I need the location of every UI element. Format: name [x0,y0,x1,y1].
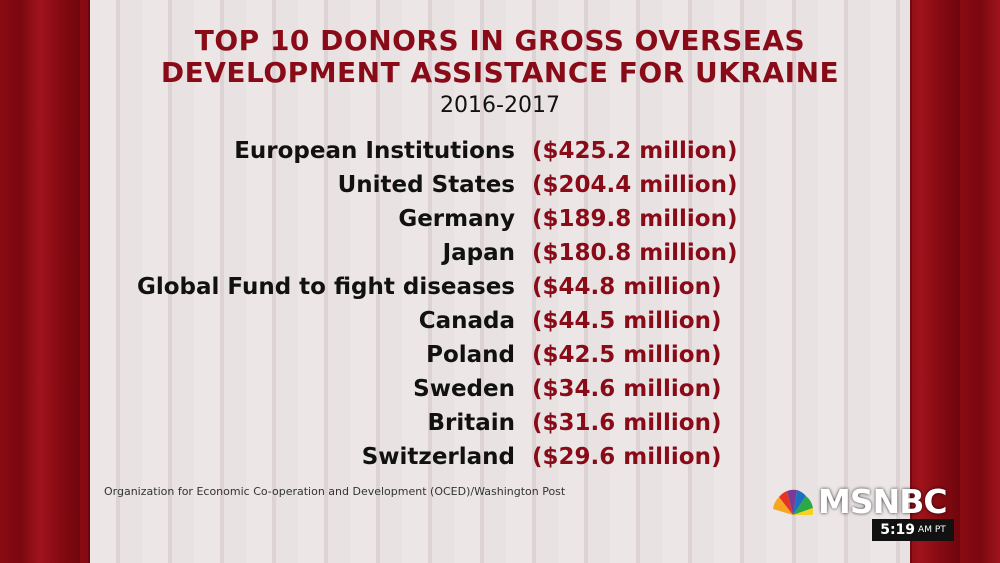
donor-amount: ($44.5 million) [532,308,722,334]
donor-amount: ($425.2 million) [532,138,738,164]
donor-row: Germany ($189.8 million) [90,204,910,238]
title-line-2: DEVELOPMENT ASSISTANCE FOR UKRAINE [160,56,840,89]
donor-name: Switzerland [361,444,515,470]
title-line-1: TOP 10 DONORS IN GROSS OVERSEAS [194,24,806,57]
donor-name: Sweden [413,376,515,402]
donor-row: Japan ($180.8 million) [90,238,910,272]
donor-name: Poland [426,342,515,368]
donor-row: Switzerland ($29.6 million) [90,442,910,476]
donor-name: Canada [418,308,515,334]
donor-amount: ($42.5 million) [532,342,722,368]
network-logo: MSNBC [770,482,948,521]
donor-list: European Institutions ($425.2 million) U… [90,136,910,476]
graphic-card: TOP 10 DONORS IN GROSS OVERSEAS DEVELOPM… [90,0,910,563]
donor-row: Sweden ($34.6 million) [90,374,910,408]
donor-row: Poland ($42.5 million) [90,340,910,374]
donor-name: Japan [442,240,515,266]
donor-row: Britain ($31.6 million) [90,408,910,442]
donor-row: Canada ($44.5 million) [90,306,910,340]
donor-row: European Institutions ($425.2 million) [90,136,910,170]
source-credit: Organization for Economic Co-operation a… [104,485,566,498]
donor-amount: ($204.4 million) [532,172,738,198]
donor-name: Britain [427,410,515,436]
donor-amount: ($180.8 million) [532,240,738,266]
donor-amount: ($44.8 million) [532,274,722,300]
donor-amount: ($189.8 million) [532,206,738,232]
clock-time: 5:19 [880,522,916,538]
donor-name: Global Fund to fight diseases [136,274,515,300]
network-name: MSNBC [818,482,948,521]
time-bug: 5:19 AM PT [872,519,954,541]
clock-period: AM PT [918,525,946,535]
peacock-icon [773,489,813,515]
subtitle: 2016-2017 [440,93,560,118]
donor-row: Global Fund to fight diseases ($44.8 mil… [90,272,910,306]
donor-row: United States ($204.4 million) [90,170,910,204]
donor-name: United States [337,172,515,198]
donor-amount: ($31.6 million) [532,410,722,436]
donor-amount: ($34.6 million) [532,376,722,402]
donor-amount: ($29.6 million) [532,444,722,470]
donor-name: European Institutions [234,138,515,164]
donor-name: Germany [398,206,515,232]
